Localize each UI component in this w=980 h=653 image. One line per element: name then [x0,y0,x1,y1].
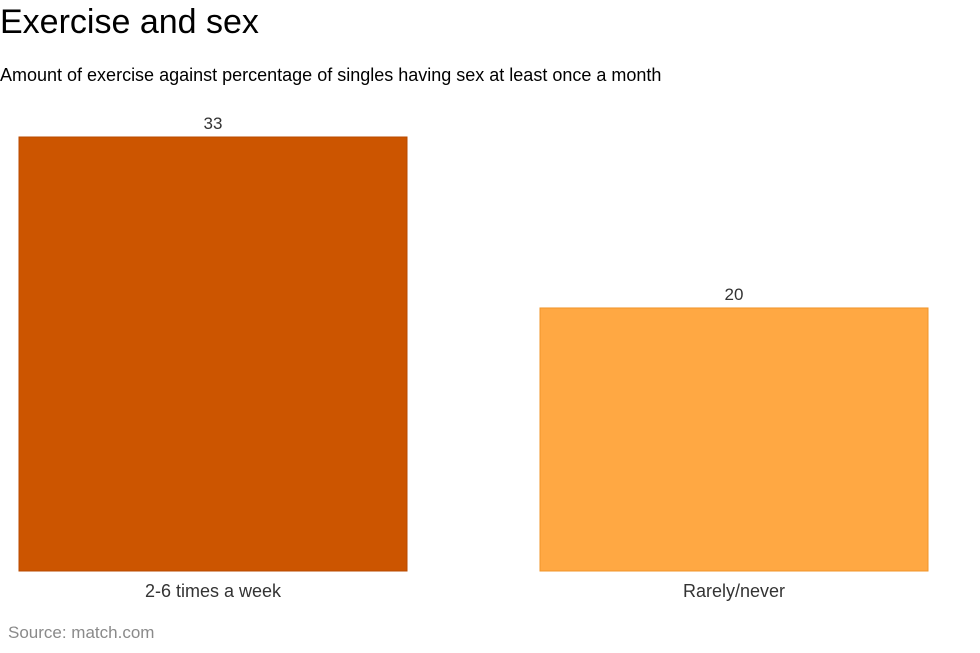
chart-title: Exercise and sex [0,3,259,41]
value-labels-layer: 33 20 [204,114,744,304]
bar-1 [539,307,929,572]
bar-value-label: 20 [725,285,744,304]
bars-layer [18,136,929,572]
source-note: Source: match.com [8,623,155,642]
bar-value-label: 33 [204,114,223,133]
category-label: 2-6 times a week [145,581,282,601]
bar-0 [18,136,408,572]
chart-subtitle: Amount of exercise against percentage of… [0,65,662,85]
category-label: Rarely/never [683,581,785,601]
category-labels-layer: 2-6 times a week Rarely/never [145,581,785,601]
